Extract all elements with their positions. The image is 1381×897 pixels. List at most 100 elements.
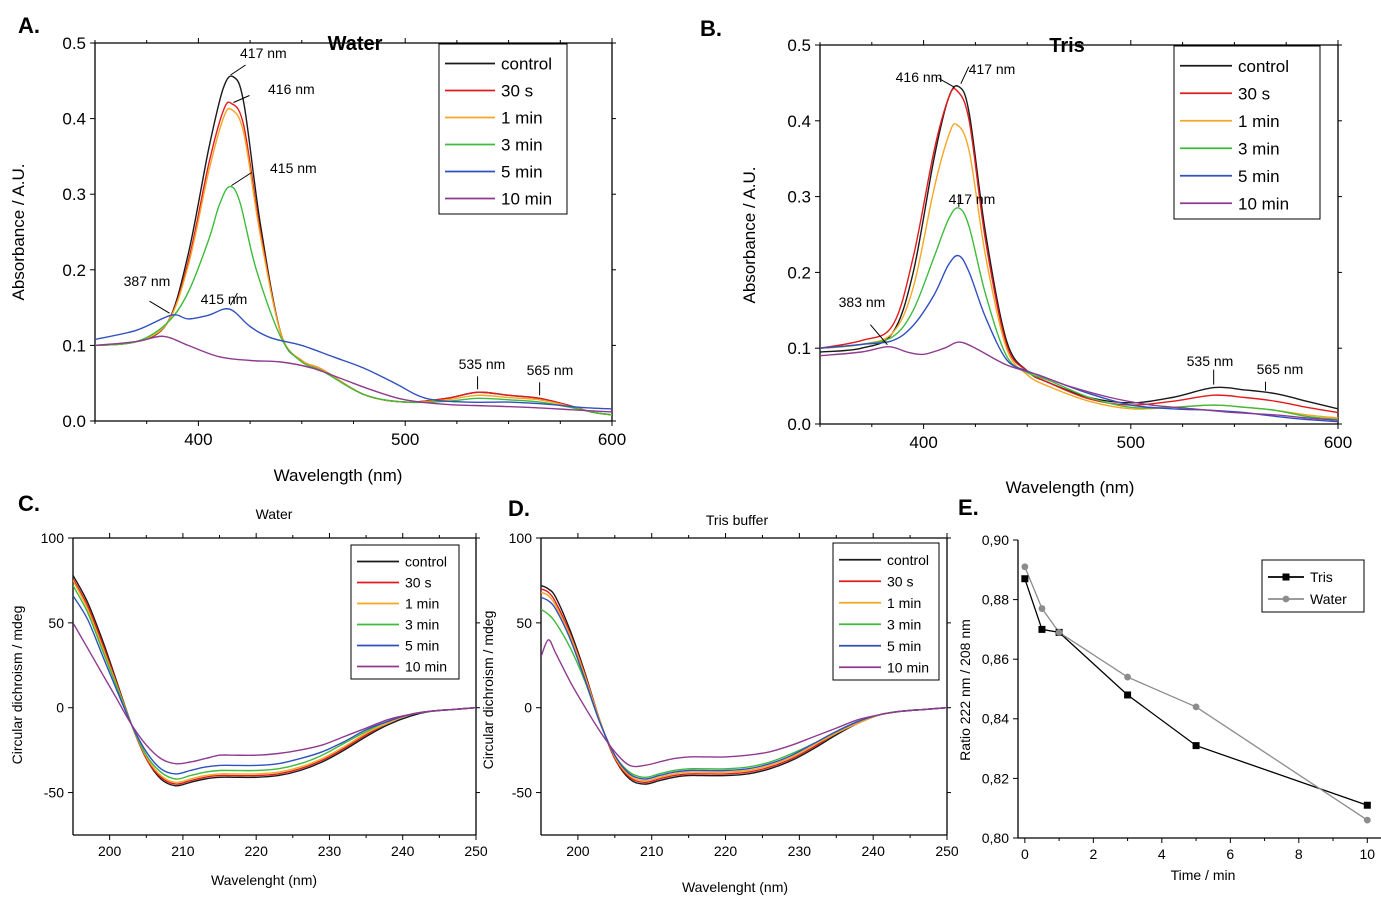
x-tick-label: 200 (566, 843, 590, 859)
series-line-5-min (73, 595, 476, 775)
x-tick-label: 400 (184, 430, 212, 449)
x-tick-label: 500 (1117, 433, 1145, 452)
legend-label: 3 min (1238, 139, 1280, 158)
y-axis-label: Circular dichroism / mdeg (9, 606, 25, 765)
annotation-leader (869, 324, 888, 346)
legend-label: 3 min (405, 617, 439, 633)
y-tick-label: 0.3 (787, 188, 811, 207)
legend: control 30 s 1 min 3 min 5 min 10 min (832, 542, 940, 681)
y-axis-label: Circular dichroism / mdeg (480, 611, 496, 770)
y-axis-label: Absorbance / A.U. (740, 166, 759, 303)
annotation-label: 415 nm (270, 160, 317, 176)
y-tick-label: 0 (524, 700, 532, 716)
x-axis-label: Time / min (1171, 867, 1236, 883)
series-line-10-min (95, 335, 612, 413)
series-group (541, 584, 947, 785)
legend-label: 5 min (1238, 167, 1280, 186)
y-tick-label: 0.5 (62, 34, 86, 53)
legend-label: 3 min (887, 616, 921, 632)
data-point-tris (1363, 801, 1371, 809)
annotation-label: 535 nm (459, 356, 506, 372)
x-tick-label: 240 (862, 843, 886, 859)
chart-e: E. 0 2 4 6 8 10 0,80 0,82 0,84 0,86 0,88 0,90 Time / … (957, 495, 1381, 883)
x-tick-label: 230 (788, 843, 812, 859)
legend-label: 30 s (405, 575, 431, 591)
data-point-tris (1192, 742, 1200, 750)
y-tick-label: 0.5 (787, 36, 811, 55)
y-tick-label: -50 (44, 784, 64, 800)
annotation-leader (233, 95, 250, 103)
series-line-control (820, 85, 1338, 410)
series-line-30-s (820, 87, 1338, 414)
y-tick-label: 50 (516, 615, 532, 631)
chart-title: Tris buffer (706, 512, 769, 528)
x-tick-label: 500 (391, 430, 419, 449)
y-tick-label: 0,88 (982, 592, 1009, 608)
chart-d: D. Tris buffer 200 210 220 230 240 250 -50 0 50 100… (480, 496, 959, 895)
x-tick-label: 210 (640, 843, 664, 859)
legend-label: control (405, 554, 447, 570)
data-point-water (1192, 703, 1200, 711)
annotation-leader (231, 172, 252, 187)
x-tick-label: 230 (318, 843, 342, 859)
legend-box (832, 542, 940, 681)
panel-label: C. (18, 491, 40, 516)
legend-box (350, 544, 460, 680)
annotation-label: 416 nm (268, 81, 315, 97)
legend-label: 3 min (501, 136, 543, 155)
x-tick-label: 2 (1089, 846, 1097, 862)
legend-label: 30 s (1238, 84, 1270, 103)
y-tick-label: 0,90 (982, 532, 1009, 548)
data-point-water (1124, 673, 1131, 681)
panel-label: B. (700, 16, 722, 41)
x-tick-label: 600 (1324, 433, 1352, 452)
y-tick-label: 100 (41, 530, 65, 546)
y-tick-label: 0 (56, 700, 64, 716)
legend-box (438, 43, 568, 215)
chart-b: B. Tris 400 500 600 0.0 0.1 0.2 0.3 0.4 0.5 Wavelen… (700, 16, 1352, 497)
chart-c: C. Water 200 210 220 230 240 250 -50 0 50 100 Wavele… (9, 491, 488, 888)
data-point-water (1055, 628, 1063, 636)
legend-label: 1 min (1238, 112, 1280, 131)
legend-label: 5 min (501, 163, 543, 182)
data-point-water (1363, 816, 1371, 824)
series-line-10-min (820, 341, 1338, 421)
y-tick-label: -50 (512, 784, 532, 800)
y-tick-label: 0.0 (787, 415, 811, 434)
annotation-leader (938, 78, 955, 88)
annotation-label: 417 nm (969, 61, 1016, 77)
legend-label: 10 min (501, 190, 552, 209)
legend-label: 5 min (405, 638, 439, 654)
legend-label: 10 min (887, 659, 929, 675)
annotation-label: 417 nm (240, 45, 287, 61)
y-tick-label: 0.0 (62, 412, 86, 431)
x-tick-label: 400 (909, 433, 937, 452)
chart-a: A. Water 400 500 600 0.0 0.1 0.2 0.3 0.4 0.5 Wavele… (9, 13, 626, 485)
y-tick-label: 100 (509, 530, 533, 546)
series-line-3-min (95, 185, 612, 416)
series-line-5-min (541, 596, 947, 780)
legend-label: control (501, 55, 552, 74)
y-tick-label: 0.2 (787, 263, 811, 282)
data-point-tris (1021, 575, 1029, 583)
legend-label: 30 s (887, 573, 913, 589)
x-axis-label: Wavelength (nm) (1006, 478, 1135, 497)
y-tick-label: 0.4 (62, 110, 86, 129)
chart-title: Water (328, 33, 383, 55)
x-tick-label: 10 (1360, 846, 1376, 862)
annotation-label: 415 nm (201, 291, 248, 307)
y-axis-label: Ratio 222 nm / 208 nm (957, 619, 973, 761)
series-line-5-min (820, 254, 1338, 423)
legend-label: 5 min (887, 638, 921, 654)
x-tick-label: 210 (171, 843, 195, 859)
annotation-label: 417 nm (949, 191, 996, 207)
chart-title: Tris (1049, 35, 1085, 57)
series-line-5-min (95, 308, 612, 410)
annotation-leader (960, 66, 970, 84)
x-tick-label: 4 (1158, 846, 1166, 862)
x-tick-label: 6 (1226, 846, 1234, 862)
legend-label: Tris (1310, 569, 1333, 585)
legend-label: 1 min (501, 109, 543, 128)
legend: control 30 s 1 min 3 min 5 min 10 min (438, 43, 568, 215)
